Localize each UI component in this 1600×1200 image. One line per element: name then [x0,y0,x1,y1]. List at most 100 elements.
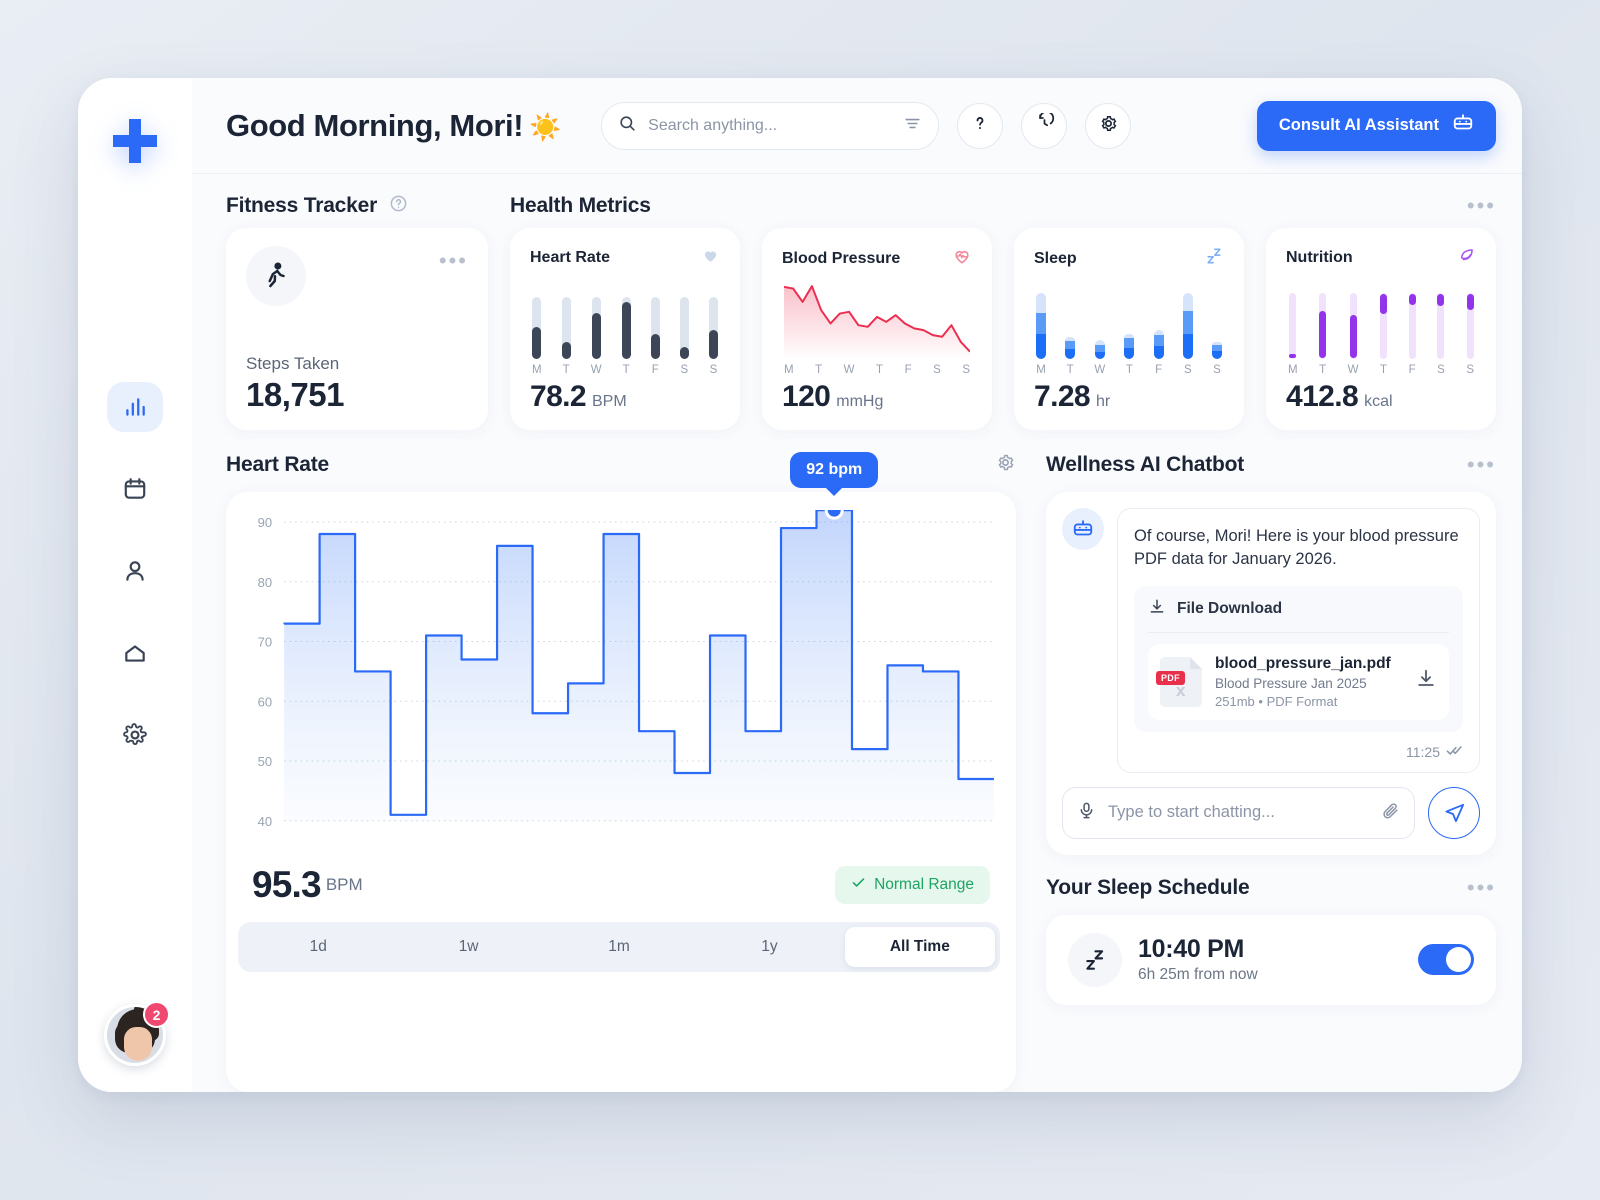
file-name: blood_pressure_jan.pdf [1215,654,1391,672]
bar-label: T [1319,364,1327,376]
steps-label: Steps Taken [246,354,340,373]
sleep-metric-card: Sleep M T W T F S S 7.28 hr [1014,228,1244,430]
heart-rate-big-value: 95.3 [252,864,322,905]
sidebar-item-analytics[interactable] [107,382,163,432]
question-circle-icon[interactable] [389,194,408,218]
bar-label: M [532,364,542,376]
leaf-icon [1457,246,1476,270]
sidebar-item-home[interactable] [107,628,163,678]
status-badge: Normal Range [835,866,990,904]
time-range-tab-all-time[interactable]: All Time [844,927,996,967]
search-box[interactable] [601,101,940,150]
time-range-tab-1w[interactable]: 1w [458,938,479,955]
bar-track [1319,293,1327,359]
heart-rate-settings-icon[interactable] [995,452,1016,478]
chat-input-box[interactable] [1062,786,1415,839]
settings-button[interactable] [1085,102,1132,149]
bar-fill [650,334,660,359]
bar-label: S [1183,364,1192,376]
sidebar-item-calendar[interactable] [107,464,163,514]
bar-label: M [1036,364,1046,376]
robot-icon [1452,112,1474,139]
bar-label: S [1466,364,1474,376]
pdf-badge: PDF [1156,670,1185,685]
status-text: Normal Range [874,876,974,893]
sleep-schedule-title: Your Sleep Schedule [1046,875,1250,899]
time-range-tab-1y[interactable]: 1y [761,938,778,955]
history-button[interactable] [1021,102,1068,149]
message-text: Of course, Mori! Here is your blood pres… [1134,527,1459,569]
bar-track [1036,289,1046,359]
bar-track [1466,293,1474,359]
bar-column: F [650,280,660,376]
heart-rate-value: 78.2 [530,380,587,413]
file-format: PDF Format [1266,693,1338,709]
time-range-tab-1d[interactable]: 1d [309,938,327,955]
sidebar: 2 [78,78,192,1092]
fitness-tracker-title: Fitness Tracker [226,194,378,217]
bar-label: S [962,364,970,376]
blood-pressure-metric-card: Blood Pressure M T W T F S S 120 mmHg [762,228,992,430]
bar-column: S [1182,281,1193,376]
bar-segment [1182,333,1193,359]
bar-track [650,297,660,359]
steps-card-menu[interactable]: ••• [438,248,468,273]
health-metrics-menu[interactable]: ••• [1466,193,1496,218]
bar-segment [1094,345,1105,352]
search-input[interactable] [648,116,893,135]
bar-label: S [680,364,689,376]
send-button[interactable] [1428,786,1480,839]
consult-ai-assistant-button[interactable]: Consult AI Assistant [1256,100,1496,151]
zzz-icon [1204,246,1224,271]
file-item[interactable]: PDF x blood_pressure_jan.pdf Blood Press… [1148,643,1449,720]
sleep-time: 10:40 PM [1138,935,1244,964]
bar-label: T [1380,364,1388,376]
bar-label: W [1347,364,1359,376]
file-download-label: File Download [1177,600,1283,618]
bar-column: F [1153,281,1164,376]
pdf-glyph: x [1176,680,1186,700]
bar-fill [591,313,601,359]
svg-text:90: 90 [258,515,272,530]
bar-track [1437,293,1445,359]
sleep-schedule-menu[interactable]: ••• [1466,874,1496,900]
help-button[interactable] [957,102,1004,149]
notification-badge[interactable]: 2 [143,1001,170,1028]
bar-column: T [1319,280,1326,376]
file-subtitle: Blood Pressure Jan 2025 [1215,675,1367,691]
bar-label: S [933,364,941,376]
file-download-box: File Download PDF x blood_pressur [1134,585,1463,732]
file-download-button[interactable] [1415,668,1437,695]
bar-column: M [1288,280,1298,376]
paperclip-icon[interactable] [1381,801,1400,825]
filter-icon[interactable] [903,114,922,138]
sleep-schedule-card: 10:40 PM 6h 25m from now [1046,914,1496,1005]
content-area: Fitness Tracker Health Metrics ••• ••• [192,174,1522,1092]
bar-fill [1466,294,1474,311]
bar-column: F [1409,280,1416,376]
bar-track [1380,293,1388,359]
bar-segment [1182,293,1193,312]
sidebar-item-profile[interactable] [107,546,163,596]
svg-text:40: 40 [258,814,272,829]
sleep-toggle[interactable] [1418,944,1474,976]
topbar: Good Morning, Mori!☀️ Consul [192,78,1522,174]
heart-rate-chart[interactable]: 40 50 60 70 80 90 92 bpm [238,452,1000,846]
bar-track [708,297,718,359]
microphone-icon[interactable] [1077,801,1096,825]
plus-logo-icon[interactable] [106,112,164,170]
bar-column: W [1348,280,1359,376]
time-range-tab-1m[interactable]: 1m [608,938,630,955]
bar-segment [1211,341,1222,346]
chatbot-menu[interactable]: ••• [1466,452,1496,477]
bar-track [1182,289,1193,359]
app-window: 2 Good Morning, Mori! ☀️ [78,78,1522,1092]
bar-label: T [876,364,884,376]
bar-fill [1380,294,1388,315]
sidebar-item-settings[interactable] [107,710,163,760]
zzz-icon [1068,932,1122,987]
lower-row: Heart Rate 40 50 60 70 80 90 92 bpm 95.3 [226,446,1496,1092]
chat-input[interactable] [1108,803,1369,823]
